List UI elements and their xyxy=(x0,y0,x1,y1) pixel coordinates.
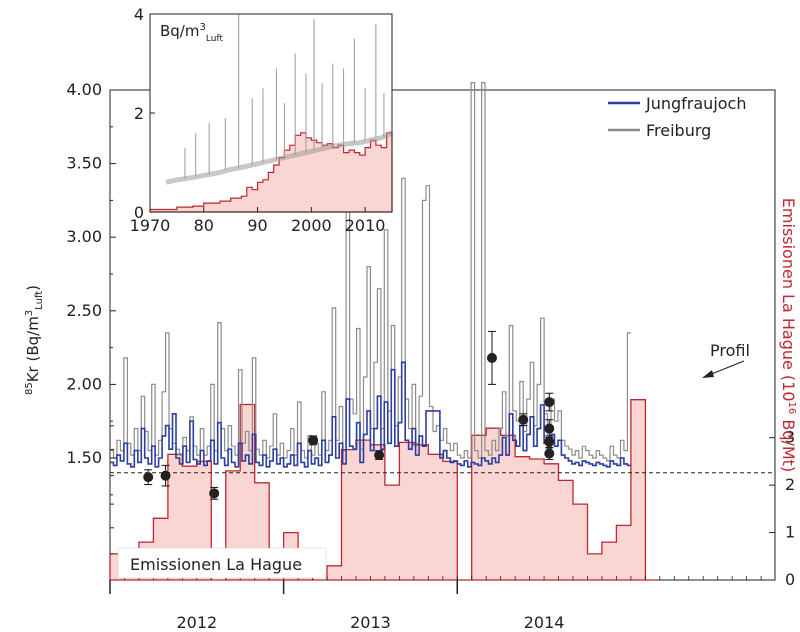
inset-x-label-4: 2010 xyxy=(345,216,386,235)
y-tick-label-2: 3.00 xyxy=(66,227,102,246)
inset-y-label-exp: 3 xyxy=(199,22,205,33)
marker-point-5 xyxy=(486,352,497,363)
inset-x-label-1: 80 xyxy=(194,216,214,235)
legend: Jungfraujoch Freiburg xyxy=(608,94,746,140)
x-label-2014: 2014 xyxy=(524,613,565,632)
marker-point-1 xyxy=(160,470,171,481)
marker-point-7 xyxy=(544,397,555,408)
right-y-axis-label: Emissionen La Hague (1016 Bq/Mt) xyxy=(779,198,798,472)
main-series-group xyxy=(110,82,631,468)
right-y-tick-label-0: 0 xyxy=(785,570,795,589)
inset-emission-path xyxy=(149,132,393,213)
legend-label-freiburg: Freiburg xyxy=(646,121,711,140)
main-axes: 4.00 3.50 3.00 2.50 2.00 1.50 0 1 2 3 2012 2013 2014 xyxy=(66,80,795,632)
series-line-jungfraujoch xyxy=(110,361,631,468)
x-label-2013: 2013 xyxy=(350,613,391,632)
marker-point-0 xyxy=(143,472,154,483)
emission-label: Emissionen La Hague xyxy=(130,555,302,574)
y-tick-label-1: 3.50 xyxy=(66,154,102,173)
y-label-main: Kr (Bq/m xyxy=(24,316,42,382)
inset-freiburg-series xyxy=(165,14,394,185)
inset-x-label-3: 2000 xyxy=(291,216,332,235)
profile-arrow-head xyxy=(702,370,714,378)
x-label-2012: 2012 xyxy=(176,613,217,632)
inset-emission-area xyxy=(149,132,393,213)
inset-y-tick-label-0: 0 xyxy=(134,203,144,222)
inset-x-label-0: 1970 xyxy=(130,216,171,235)
y-tick-label-5: 1.50 xyxy=(66,448,102,467)
inset-y-label-main: Bq/m xyxy=(160,22,199,40)
right-y-label-close: Bq/Mt) xyxy=(779,414,798,472)
marker-point-9 xyxy=(544,436,555,447)
marker-point-4 xyxy=(374,450,385,461)
marker-point-3 xyxy=(308,435,319,446)
profile-markers xyxy=(143,330,555,500)
legend-label-jungfraujoch: Jungfraujoch xyxy=(645,94,746,113)
right-y-tick-label-1: 1 xyxy=(785,523,795,542)
inset-chart: 0 2 4 1970 80 90 2000 2010 Bq/m3Luft xyxy=(130,5,394,235)
marker-point-6 xyxy=(518,414,529,425)
y-label-close: ) xyxy=(24,285,42,291)
y-tick-label-0: 4.00 xyxy=(66,80,102,99)
y-label-sub: Luft xyxy=(34,291,45,310)
y-tick-label-3: 2.50 xyxy=(66,301,102,320)
inset-axes: 0 2 4 1970 80 90 2000 2010 xyxy=(130,5,386,235)
emission-label-box xyxy=(117,547,327,579)
marker-point-8 xyxy=(544,423,555,434)
right-y-tick-label-3: 3 xyxy=(785,428,795,447)
inset-y-tick-label-1: 2 xyxy=(134,104,144,123)
y-label-exp: 3 xyxy=(24,310,35,316)
marker-point-10 xyxy=(544,448,555,459)
inset-freiburg-baseline xyxy=(165,130,394,185)
inset-y-label-sub: Luft xyxy=(206,34,224,44)
y-label-isotope: 85 xyxy=(24,382,35,395)
right-y-label-main: Emissionen La Hague (10 xyxy=(779,198,798,402)
inset-x-label-2: 90 xyxy=(247,216,267,235)
right-y-tick-label-2: 2 xyxy=(785,475,795,494)
inset-y-label: Bq/m3Luft xyxy=(160,22,223,44)
series-line-freiburg xyxy=(110,82,631,462)
left-y-axis-label: 85Kr (Bq/m3Luft) xyxy=(24,285,45,395)
inset-y-tick-label-2: 4 xyxy=(134,5,144,24)
profile-label: Profil xyxy=(710,341,750,360)
marker-point-2 xyxy=(209,488,220,499)
right-y-label-exp: 16 xyxy=(786,402,797,415)
y-tick-label-4: 2.00 xyxy=(66,374,102,393)
